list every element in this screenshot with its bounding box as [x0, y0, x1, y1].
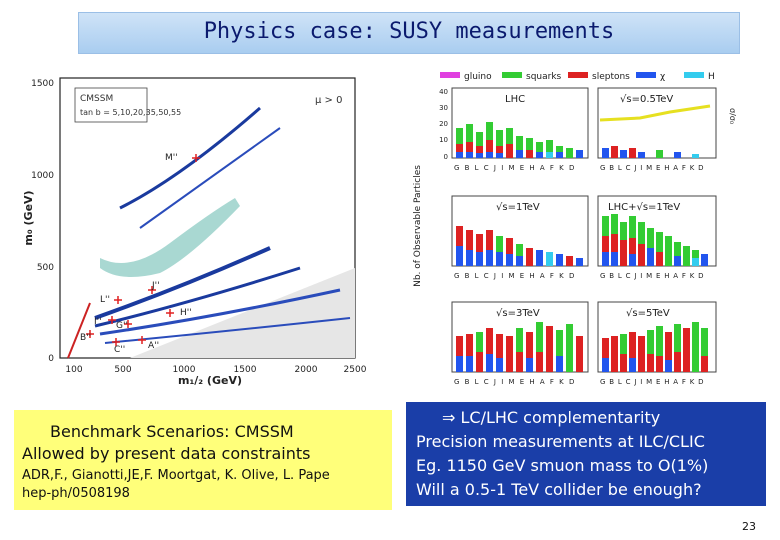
benchmark-line1: Benchmark Scenarios: CMSSM	[50, 422, 294, 441]
complementarity-line2: Precision measurements at ILC/CLIC	[416, 432, 705, 451]
svg-text:B'': B''	[80, 333, 91, 343]
y-tick-500: 500	[37, 263, 54, 273]
benchmark-point-l: L''	[100, 295, 122, 305]
benchmark-point-i: I''	[94, 316, 116, 327]
complementarity-box: ⇒ LC/LHC complementarity Precision measu…	[406, 402, 766, 506]
bars-05tev	[602, 146, 699, 158]
svg-text:√s=1TeV: √s=1TeV	[496, 202, 540, 213]
svg-text:L'': L''	[100, 295, 110, 305]
benchmark-point-m: M''	[165, 153, 200, 163]
svg-text:χ: χ	[660, 72, 665, 82]
page-number: 23	[742, 520, 756, 533]
svg-text:C'': C''	[114, 345, 125, 355]
observable-particles-plot: gluino squarks sleptons χ H Nb. of Obser…	[410, 66, 770, 386]
x-tick-1500: 1500	[234, 365, 257, 375]
x-labels-2: G B L C J I M E H A F K D	[600, 164, 704, 172]
svg-text:10: 10	[439, 136, 448, 144]
x-tick-1000: 1000	[173, 365, 196, 375]
mu-label: μ > 0	[315, 95, 342, 106]
svg-text:LHC: LHC	[505, 94, 525, 105]
x-labels-5: G B L C J I M E H A F K D	[454, 378, 576, 386]
y-axis-label: m₀ (GeV)	[22, 190, 35, 245]
svg-text:H: H	[708, 72, 715, 82]
x-tick-2500: 2500	[344, 365, 367, 375]
svg-text:20: 20	[439, 120, 448, 128]
y-tick-0: 0	[48, 354, 54, 364]
cmssm-plane-plot: CMSSM tan b = 5,10,20,35,50,55 μ > 0 M''…	[20, 68, 372, 386]
svg-text:H'': H''	[180, 308, 192, 318]
benchmark-point-g: G''	[116, 320, 132, 331]
legend: gluino squarks sleptons χ H	[440, 72, 715, 82]
benchmark-line3: ADR,F., Gianotti,JE,F. Moortgat, K. Oliv…	[22, 468, 330, 483]
x-tick-100: 100	[65, 365, 82, 375]
bars-5tev	[602, 322, 708, 372]
tanb-label: tan b = 5,10,20,35,50,55	[80, 108, 181, 117]
svg-text:G'': G''	[116, 321, 128, 331]
x-tick-2000: 2000	[295, 365, 318, 375]
benchmark-point-b: B''	[80, 330, 94, 343]
bars-lhc	[456, 122, 583, 158]
svg-text:J'': J''	[151, 281, 160, 291]
svg-text:σ/σ₀: σ/σ₀	[728, 108, 737, 124]
complementarity-line3: Eg. 1150 GeV smuon mass to O(1%)	[416, 456, 709, 475]
x-labels-6: G B L C J I M E H A F K D	[600, 378, 704, 386]
cmssm-label: CMSSM	[80, 94, 113, 104]
y-tick-1500: 1500	[31, 79, 54, 89]
svg-text:I'': I''	[94, 317, 102, 327]
benchmark-point-a: A''	[138, 336, 159, 351]
benchmark-box: Benchmark Scenarios: CMSSM Allowed by pr…	[14, 410, 392, 510]
svg-text:LHC+√s=1TeV: LHC+√s=1TeV	[608, 202, 680, 213]
x-labels-1: G B L C J I M E H A F K D	[454, 164, 576, 172]
slide-title: Physics case: SUSY measurements	[203, 19, 615, 44]
panel-05tev: √s=0.5TeV σ/σ₀	[597, 87, 737, 159]
benchmark-line4: hep-ph/0508198	[22, 486, 130, 501]
svg-text:A'': A''	[148, 341, 159, 351]
x-labels-4: G B L C J I M E H A F K D	[600, 272, 704, 280]
complementarity-line1: ⇒ LC/LHC complementarity	[442, 408, 661, 427]
svg-text:√s=3TeV: √s=3TeV	[496, 308, 540, 319]
right-y-axis-label: Nb. of Observable Particles	[413, 165, 423, 287]
panel-y-ticks: 0 10 20 30 40	[439, 88, 448, 161]
x-axis-label: m₁/₂ (GeV)	[178, 374, 242, 386]
y-tick-1000: 1000	[31, 171, 54, 181]
bars-lhc-1tev	[602, 214, 708, 266]
svg-text:0: 0	[444, 153, 448, 161]
benchmark-point-j: J''	[148, 281, 160, 294]
svg-text:40: 40	[439, 88, 448, 96]
complementarity-line4: Will a 0.5-1 TeV collider be enough?	[416, 480, 702, 499]
svg-text:√s=5TeV: √s=5TeV	[626, 308, 670, 319]
x-tick-500: 500	[114, 365, 131, 375]
benchmark-line2: Allowed by present data constraints	[22, 444, 311, 463]
x-labels-3: G B L C J I M E H A F K D	[454, 272, 576, 280]
svg-text:squarks: squarks	[526, 72, 562, 82]
svg-text:M'': M''	[165, 153, 178, 163]
bars-1tev	[456, 226, 583, 266]
svg-text:gluino: gluino	[464, 72, 492, 82]
benchmark-point-c: C''	[112, 338, 125, 355]
svg-text:√s=0.5TeV: √s=0.5TeV	[620, 94, 673, 105]
benchmark-point-h: H''	[166, 308, 192, 318]
title-bar: Physics case: SUSY measurements	[78, 12, 740, 54]
svg-text:sleptons: sleptons	[592, 72, 630, 82]
svg-text:30: 30	[439, 104, 448, 112]
bars-3tev	[456, 322, 583, 372]
